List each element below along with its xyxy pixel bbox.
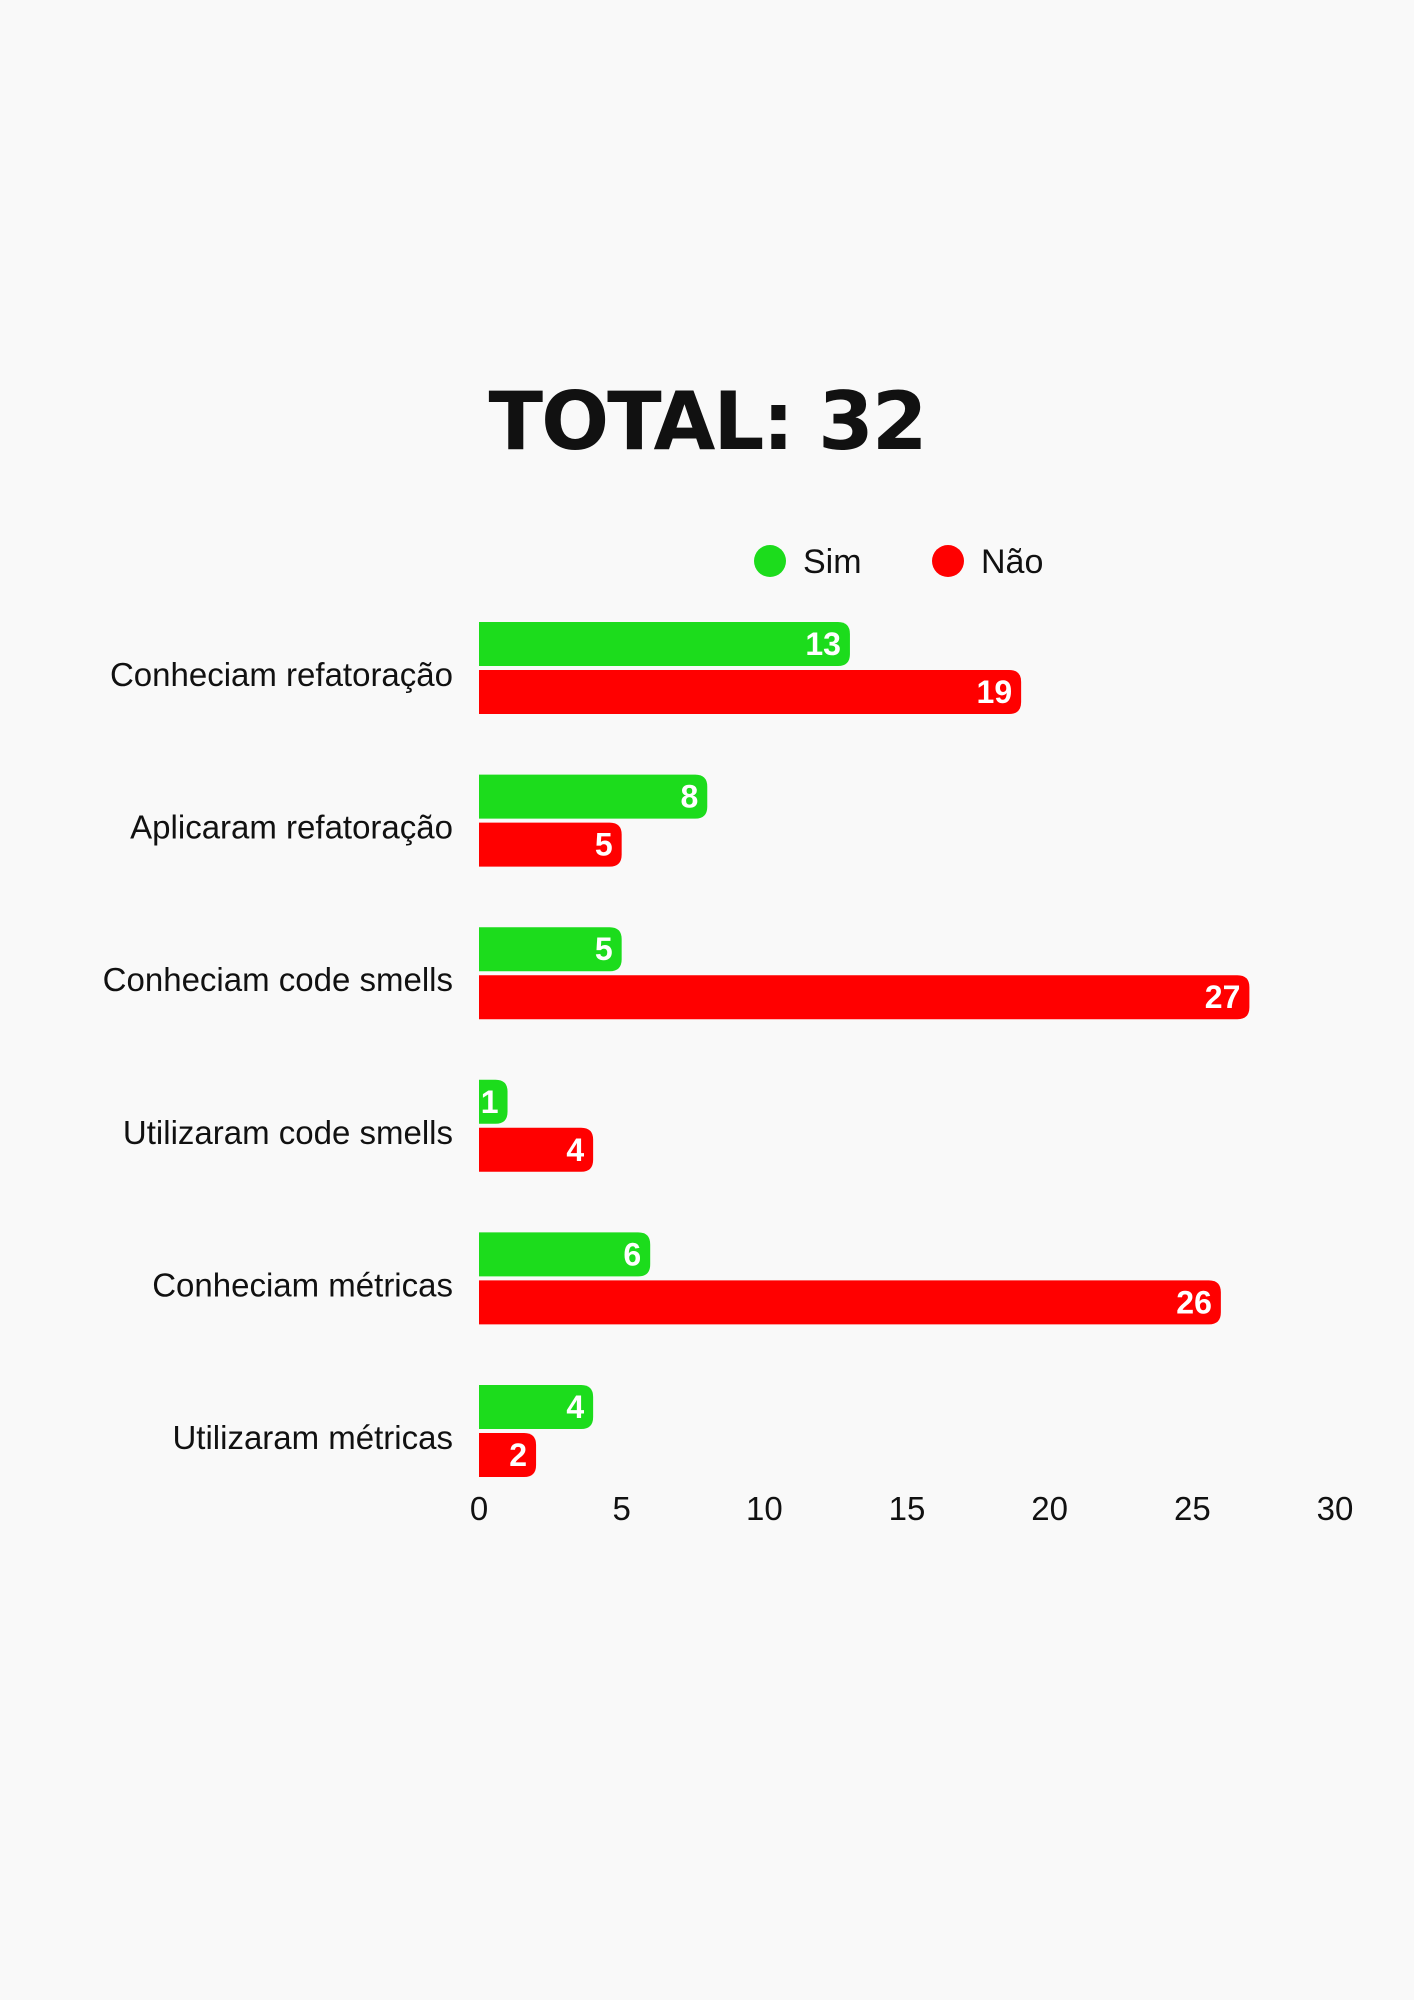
chart-title: TOTAL: 32 — [488, 375, 928, 468]
x-tick-label: 10 — [746, 1490, 783, 1527]
category-label: Conheciam refatoração — [110, 656, 453, 693]
legend-label-1: Não — [981, 543, 1043, 581]
x-tick-label: 0 — [470, 1490, 488, 1527]
bar-nao — [479, 1433, 537, 1477]
bar-value-label: 26 — [1176, 1284, 1212, 1320]
bar-value-label: 19 — [977, 674, 1013, 710]
bar-value-label: 13 — [805, 626, 841, 662]
bar-value-label: 6 — [623, 1236, 641, 1272]
legend-marker-0 — [754, 545, 786, 577]
bar-nao — [479, 670, 1022, 714]
bar-sim — [479, 1385, 594, 1429]
bar-value-label: 8 — [680, 779, 698, 815]
x-tick-label: 15 — [889, 1490, 926, 1527]
category-label: Utilizaram code smells — [123, 1114, 453, 1151]
bar-value-label: 2 — [509, 1437, 527, 1473]
bar-value-label: 27 — [1205, 979, 1241, 1015]
bar-nao — [479, 975, 1250, 1020]
bar-nao — [479, 1127, 594, 1172]
legend-label-0: Sim — [803, 543, 862, 581]
bar-sim — [479, 927, 622, 972]
x-tick-label: 25 — [1174, 1490, 1211, 1527]
x-tick-label: 30 — [1317, 1490, 1354, 1527]
bar-nao — [479, 1280, 1221, 1325]
bar-nao — [479, 822, 622, 867]
x-tick-label: 20 — [1031, 1490, 1068, 1527]
bar-value-label: 4 — [566, 1389, 584, 1425]
bar-sim — [479, 622, 850, 666]
x-tick-label: 5 — [612, 1490, 630, 1527]
category-label: Utilizaram métricas — [172, 1419, 453, 1456]
bar-value-label: 5 — [595, 931, 613, 967]
bar-value-label: 1 — [481, 1084, 499, 1120]
category-label: Conheciam métricas — [152, 1266, 453, 1303]
bar-sim — [479, 1079, 508, 1124]
bar-sim — [479, 774, 708, 819]
bar-value-label: 5 — [595, 827, 613, 863]
bar-value-label: 4 — [566, 1132, 584, 1168]
category-label: Conheciam code smells — [103, 961, 453, 998]
bar-sim — [479, 1232, 651, 1277]
category-label: Aplicaram refatoração — [130, 809, 453, 846]
legend-marker-1 — [932, 545, 964, 577]
